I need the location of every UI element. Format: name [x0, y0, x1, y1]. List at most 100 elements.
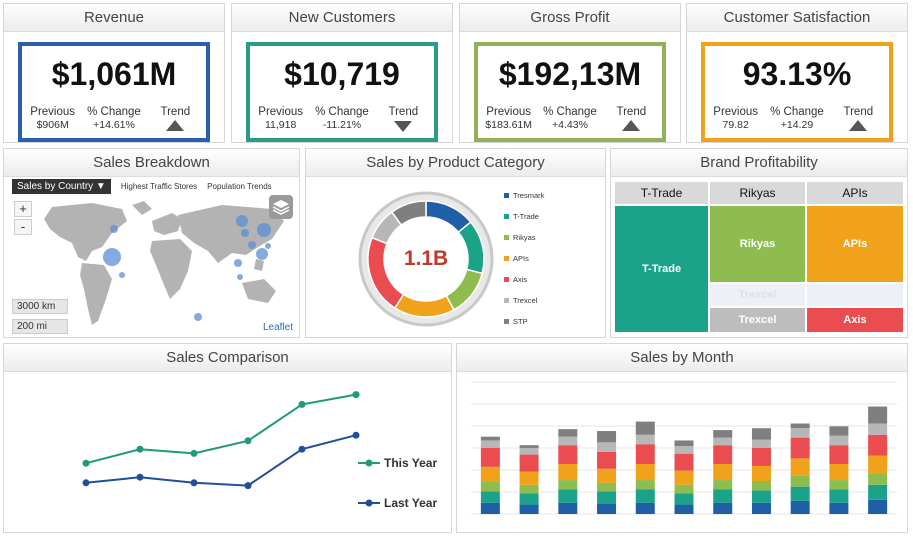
bar-segment-t-trade[interactable] — [713, 489, 733, 503]
bar-segment-trexcel[interactable] — [480, 440, 500, 448]
bar-segment-stp[interactable] — [713, 430, 733, 438]
world-map[interactable] — [32, 199, 294, 329]
data-point[interactable] — [82, 459, 90, 467]
bar-segment-apis[interactable] — [480, 466, 500, 482]
bar-segment-rikyas[interactable] — [597, 482, 617, 492]
tab-highest-traffic-stores[interactable]: Highest Traffic Stores — [120, 182, 198, 191]
legend-item-rikyas[interactable]: Rikyas — [504, 227, 594, 248]
bar-segment-stp[interactable] — [635, 421, 655, 435]
bar-segment-rikyas[interactable] — [713, 480, 733, 490]
bar-segment-rikyas[interactable] — [868, 473, 888, 485]
bar-segment-apis[interactable] — [597, 468, 617, 483]
data-point[interactable] — [352, 391, 360, 399]
bar-segment-trexcel[interactable] — [558, 436, 578, 446]
bar-segment-apis[interactable] — [751, 465, 771, 481]
bar-segment-tresmark[interactable] — [635, 502, 655, 514]
bar-segment-stp[interactable] — [558, 429, 578, 437]
bar-segment-axis[interactable] — [829, 445, 849, 465]
bar-segment-t-trade[interactable] — [751, 490, 771, 503]
bar-segment-stp[interactable] — [519, 445, 539, 448]
data-point[interactable] — [136, 473, 144, 481]
bar-segment-tresmark[interactable] — [558, 502, 578, 514]
data-point[interactable] — [244, 482, 252, 490]
bar-segment-t-trade[interactable] — [674, 493, 694, 505]
bar-segment-t-trade[interactable] — [558, 489, 578, 503]
bar-segment-axis[interactable] — [713, 445, 733, 465]
data-point[interactable] — [136, 445, 144, 453]
bar-segment-axis[interactable] — [597, 451, 617, 469]
bar-segment-apis[interactable] — [790, 458, 810, 476]
bar-segment-t-trade[interactable] — [597, 491, 617, 504]
bar-segment-trexcel[interactable] — [868, 423, 888, 435]
bar-segment-rikyas[interactable] — [519, 484, 539, 494]
bar-segment-rikyas[interactable] — [829, 480, 849, 490]
bar-segment-tresmark[interactable] — [519, 504, 539, 514]
data-point[interactable] — [298, 445, 306, 453]
bar-segment-axis[interactable] — [790, 437, 810, 459]
bar-segment-tresmark[interactable] — [597, 503, 617, 514]
bar-segment-stp[interactable] — [480, 436, 500, 441]
bar-segment-trexcel[interactable] — [597, 442, 617, 452]
bar-segment-trexcel[interactable] — [635, 434, 655, 445]
bar-segment-axis[interactable] — [635, 444, 655, 465]
zoom-out-button[interactable]: - — [14, 219, 32, 235]
data-point[interactable] — [244, 437, 252, 445]
bar-segment-rikyas[interactable] — [480, 481, 500, 492]
bar-segment-stp[interactable] — [597, 431, 617, 443]
layers-icon[interactable] — [269, 195, 293, 219]
bar-segment-apis[interactable] — [558, 464, 578, 481]
bar-segment-stp[interactable] — [674, 440, 694, 447]
bar-segment-rikyas[interactable] — [558, 480, 578, 490]
bar-segment-t-trade[interactable] — [829, 489, 849, 503]
bar-segment-t-trade[interactable] — [868, 484, 888, 500]
leaflet-attribution[interactable]: Leaflet — [262, 322, 293, 333]
bar-segment-t-trade[interactable] — [480, 491, 500, 503]
bar-segment-trexcel[interactable] — [674, 446, 694, 454]
bar-segment-axis[interactable] — [868, 434, 888, 456]
bar-segment-t-trade[interactable] — [519, 493, 539, 505]
bar-segment-trexcel[interactable] — [751, 439, 771, 448]
tab-population-trends[interactable]: Population Trends — [207, 182, 272, 191]
bar-segment-apis[interactable] — [868, 455, 888, 474]
bar-segment-apis[interactable] — [674, 470, 694, 485]
bar-segment-tresmark[interactable] — [829, 502, 849, 514]
data-point[interactable] — [190, 479, 198, 487]
treemap-cell-rikyas[interactable]: Rikyas — [709, 205, 806, 283]
data-point[interactable] — [82, 479, 90, 487]
bar-segment-trexcel[interactable] — [519, 448, 539, 455]
bar-segment-axis[interactable] — [751, 448, 771, 466]
bar-segment-axis[interactable] — [519, 454, 539, 472]
zoom-in-button[interactable]: + — [14, 201, 32, 217]
legend-item-trexcel[interactable]: Trexcel — [504, 290, 594, 311]
bar-segment-tresmark[interactable] — [480, 502, 500, 514]
legend-item-tresmark[interactable]: Tresmark — [504, 185, 594, 206]
bar-segment-stp[interactable] — [751, 428, 771, 440]
bar-segment-tresmark[interactable] — [790, 500, 810, 514]
data-point[interactable] — [352, 431, 360, 439]
bar-segment-stp[interactable] — [829, 426, 849, 436]
bar-segment-t-trade[interactable] — [635, 489, 655, 503]
bar-segment-trexcel[interactable] — [790, 428, 810, 438]
bar-segment-trexcel[interactable] — [829, 435, 849, 446]
bar-segment-stp[interactable] — [790, 423, 810, 429]
bar-segment-apis[interactable] — [829, 464, 849, 481]
tab-sales-by-country[interactable]: Sales by Country ▼ — [12, 179, 111, 194]
legend-item-t-trade[interactable]: T-Trade — [504, 206, 594, 227]
treemap-cell-axis[interactable]: Axis — [806, 307, 904, 333]
bar-segment-trexcel[interactable] — [713, 437, 733, 446]
bar-segment-axis[interactable] — [558, 445, 578, 465]
bar-segment-axis[interactable] — [480, 448, 500, 467]
bar-segment-apis[interactable] — [519, 471, 539, 485]
bar-segment-tresmark[interactable] — [868, 499, 888, 514]
bar-segment-rikyas[interactable] — [635, 480, 655, 490]
legend-item-axis[interactable]: Axis — [504, 269, 594, 290]
bar-segment-apis[interactable] — [713, 464, 733, 481]
treemap-cell-apis[interactable]: APIs — [806, 205, 904, 283]
bar-segment-t-trade[interactable] — [790, 486, 810, 501]
bar-segment-rikyas[interactable] — [790, 475, 810, 487]
data-point[interactable] — [298, 400, 306, 408]
legend-item-apis[interactable]: APIs — [504, 248, 594, 269]
bar-segment-tresmark[interactable] — [751, 502, 771, 514]
treemap-cell-trexcel-faded[interactable]: Trexcel — [709, 283, 806, 307]
bar-segment-stp[interactable] — [868, 406, 888, 424]
